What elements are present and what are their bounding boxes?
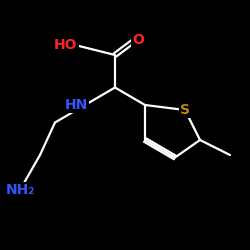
Text: S: S <box>180 103 190 117</box>
Text: NH₂: NH₂ <box>6 183 34 197</box>
Text: O: O <box>132 33 144 47</box>
Text: HN: HN <box>64 98 88 112</box>
Text: HO: HO <box>54 38 78 52</box>
